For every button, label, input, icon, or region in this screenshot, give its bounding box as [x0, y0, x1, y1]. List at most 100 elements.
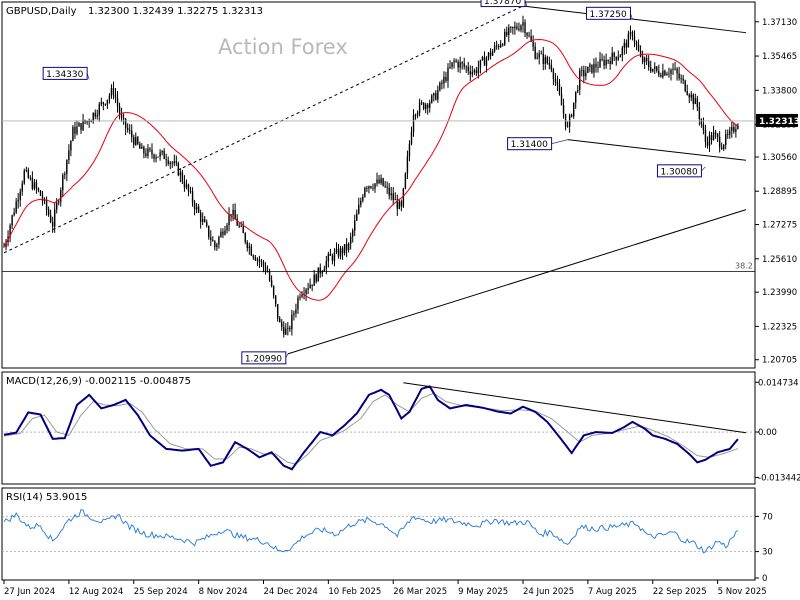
candle-body [3, 246, 5, 248]
candle-body [633, 36, 636, 43]
candle-body [412, 115, 415, 132]
price-pane [1, 1, 756, 369]
candle-body [199, 212, 202, 222]
candle-body [354, 220, 356, 231]
candle-body [240, 225, 242, 227]
candle-body [230, 214, 232, 216]
candle-body [228, 214, 230, 226]
candle-body [682, 78, 684, 81]
candle-body [690, 94, 692, 98]
candle-body [621, 47, 624, 56]
candle-body [64, 174, 66, 176]
candle-body [254, 257, 257, 261]
price-annotation-label: 1.31400 [511, 140, 548, 150]
candle-body [291, 314, 293, 330]
rising-channel-lower-line [287, 209, 747, 355]
candle-body [370, 186, 372, 188]
candle-body [250, 246, 253, 256]
candle-body [674, 68, 676, 70]
candle-body [301, 294, 303, 297]
time-axis-label: 24 Jun 2025 [523, 587, 574, 597]
candle-body [378, 179, 380, 184]
moving-average-line [3, 38, 739, 301]
candle-body [39, 190, 42, 196]
candle-body [319, 267, 321, 274]
candle-body [31, 177, 34, 189]
candle-body [491, 51, 494, 56]
rsi-title: RSI(14) 53.9015 [6, 492, 87, 503]
price-annotation-label: 1.30080 [660, 167, 697, 177]
candle-body [360, 200, 362, 205]
candle-body [514, 26, 516, 29]
candle-body [372, 187, 374, 189]
macd-axis-label: -0.013442 [758, 473, 800, 483]
candle-body [558, 84, 561, 95]
candle-body [627, 34, 630, 48]
candle-body [366, 187, 368, 189]
candle-body [349, 236, 352, 244]
candle-body [356, 213, 358, 221]
candle-body [656, 66, 658, 71]
candle-body [587, 66, 589, 73]
candle-body [589, 64, 591, 67]
rsi-line [3, 509, 739, 554]
candle-body [114, 94, 117, 99]
candle-body [173, 161, 175, 164]
candle-body [153, 154, 155, 159]
candle-body [137, 137, 139, 144]
candle-body [272, 286, 275, 296]
candle-body [508, 27, 510, 36]
candle-body [177, 163, 180, 176]
candle-body [232, 209, 234, 216]
candle-body [27, 169, 30, 178]
candle-body [538, 53, 540, 58]
candle-body [179, 172, 182, 176]
candle-body [126, 128, 129, 130]
candle-body [710, 135, 713, 140]
candle-body [601, 58, 603, 60]
candle-body [151, 149, 153, 155]
candle-body [102, 102, 105, 104]
candle-body [668, 73, 670, 75]
candle-body [585, 72, 587, 77]
rsi-axis-label: 30 [762, 548, 773, 558]
candle-body [325, 261, 328, 270]
time-axis-label: 7 Aug 2025 [588, 587, 637, 597]
price-axis-label: 1.22325 [762, 322, 797, 332]
candle-body [676, 68, 678, 74]
candle-body [424, 104, 427, 109]
candle-body [309, 284, 311, 289]
candle-body [437, 90, 439, 100]
time-axis-label: 8 Nov 2024 [199, 587, 248, 597]
candle-body [339, 248, 342, 257]
candle-body [684, 80, 686, 91]
candle-body [497, 45, 500, 48]
candle-body [696, 98, 699, 107]
candle-body [485, 58, 488, 66]
candle-body [327, 253, 330, 262]
candle-body [159, 152, 161, 157]
candle-body [443, 77, 445, 84]
candle-body [256, 259, 259, 261]
price-annotation-leader [285, 353, 289, 358]
candle-body [33, 182, 36, 189]
candle-body [191, 191, 194, 203]
candle-body [238, 225, 240, 227]
candle-body [224, 230, 226, 235]
candle-body [76, 126, 78, 134]
candle-body [700, 118, 703, 125]
candle-body [510, 26, 512, 28]
price-annotation-leader [524, 0, 528, 7]
time-axis-label: 10 Feb 2025 [328, 587, 381, 597]
candle-body [11, 215, 13, 226]
candle-body [281, 322, 283, 327]
candle-body [364, 187, 366, 197]
candle-body [418, 102, 421, 113]
candle-body [279, 318, 281, 323]
candle-body [431, 95, 433, 103]
candle-body [163, 150, 165, 159]
candle-body [331, 255, 334, 261]
candle-body [139, 143, 141, 149]
candle-body [307, 288, 309, 290]
